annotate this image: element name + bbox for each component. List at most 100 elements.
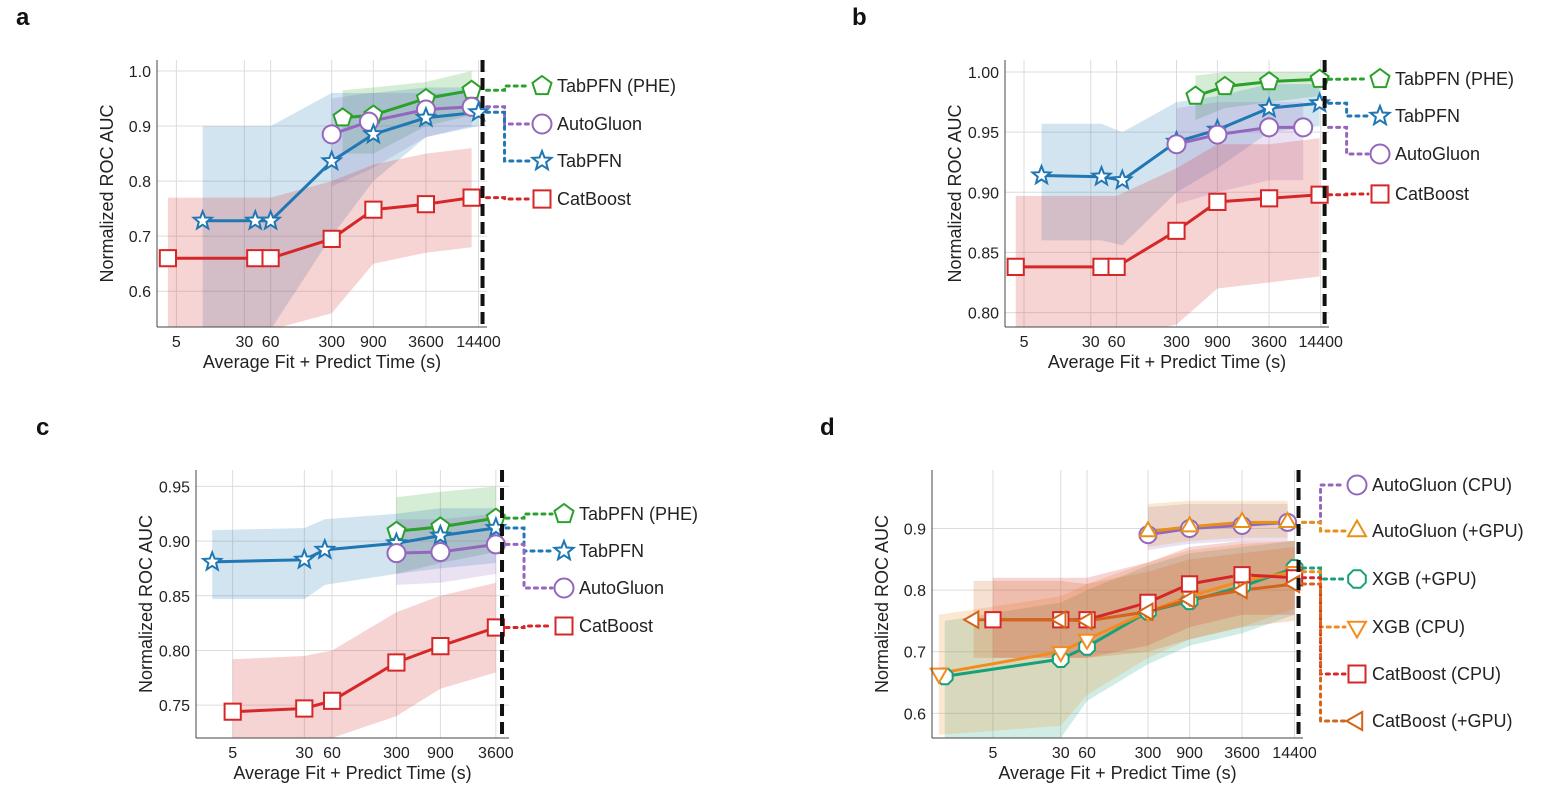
x-axis-label: Average Fit + Predict Time (s) xyxy=(203,352,441,372)
legend-label-autogluon: AutoGluon xyxy=(579,578,664,598)
x-tick-label: 5 xyxy=(228,745,237,762)
marker-catboost-cpu- xyxy=(984,611,1002,629)
legend-marker-catboost-cpu- xyxy=(1347,664,1367,684)
marker-catboost xyxy=(261,249,280,268)
y-axis-label: Normalized ROC AUC xyxy=(97,104,117,282)
y-tick-label: 0.85 xyxy=(159,589,190,606)
line-catboost xyxy=(232,626,497,714)
marker-catboost xyxy=(158,249,177,268)
line-autogluon xyxy=(1176,125,1304,146)
legend-label-catboost-cpu-: CatBoost (CPU) xyxy=(1372,664,1501,684)
legend-connector-tabpfn xyxy=(504,526,554,553)
legend-label-tabpfn-phe-: TabPFN (PHE) xyxy=(557,76,676,96)
marker-catboost xyxy=(295,699,314,718)
legend-connector-tabpfn-phe- xyxy=(504,512,554,520)
marker-catboost xyxy=(431,637,450,656)
marker-autogluon xyxy=(1259,117,1280,138)
x-tick-label: 30 xyxy=(235,334,253,351)
y-tick-label: 0.8 xyxy=(129,174,151,191)
marker-catboost-gpu- xyxy=(962,609,980,630)
panel-c: 0.75 0.80 0.85 0.90 0.95 5 30 60 300 900 3600 Avera… xyxy=(136,470,698,783)
marker-tabpfn xyxy=(466,99,491,123)
y-tick-label: 0.6 xyxy=(129,284,151,301)
legend-label-catboost: CatBoost xyxy=(557,189,631,209)
marker-catboost xyxy=(387,653,406,672)
y-tick-label: 1.0 xyxy=(129,64,151,81)
x-tick-label: 30 xyxy=(1052,745,1070,762)
y-tick-label: 0.7 xyxy=(904,645,926,662)
legend-connector-catboost xyxy=(504,624,554,629)
marker-xgb-cpu- xyxy=(1077,633,1097,651)
legend-marker-autogluon xyxy=(553,577,575,599)
marker-tabpfn xyxy=(259,208,283,231)
marker-tabpfn xyxy=(320,149,344,172)
panel-b: 0.80 0.85 0.90 0.95 1.00 5 30 60 300 900 3600 14400… xyxy=(945,60,1514,372)
legend-label-autogluon-gpu-: AutoGluon (+GPU) xyxy=(1372,521,1524,541)
panel-letter-c: c xyxy=(36,414,50,441)
x-tick-label: 900 xyxy=(1176,745,1203,762)
legend-marker-tabpfn xyxy=(529,148,555,172)
marker-autogluon xyxy=(430,542,451,563)
line-autogluon xyxy=(331,105,472,136)
line-autogluon-gpu- xyxy=(1147,520,1288,534)
legend-connector-autogluon xyxy=(1327,125,1370,156)
x-axis-label: Average Fit + Predict Time (s) xyxy=(998,763,1236,783)
legend-label-tabpfn-phe-: TabPFN (PHE) xyxy=(1395,69,1514,89)
marker-catboost xyxy=(246,249,265,268)
marker-tabpfn xyxy=(292,547,316,570)
legend-label-catboost: CatBoost xyxy=(579,616,653,636)
y-tick-label: 0.7 xyxy=(129,229,151,246)
plot-area xyxy=(196,470,509,738)
y-axis-label: Normalized ROC AUC xyxy=(136,515,156,693)
marker-catboost xyxy=(1208,192,1227,211)
x-tick-label: 30 xyxy=(1082,334,1100,351)
marker-tabpfn-phe- xyxy=(1214,75,1236,96)
band-catboost xyxy=(167,148,472,327)
marker-catboost xyxy=(1167,221,1186,240)
x-tick-label: 900 xyxy=(1204,334,1231,351)
marker-catboost xyxy=(322,229,341,248)
x-tick-label: 5 xyxy=(1020,334,1029,351)
marker-catboost xyxy=(416,195,435,214)
marker-autogluon-gpu- xyxy=(1179,515,1200,533)
x-tick-label: 60 xyxy=(1078,745,1096,762)
band-xgb-cpu- xyxy=(938,540,1295,735)
x-tick-label: 5 xyxy=(172,334,181,351)
marker-tabpfn xyxy=(1029,163,1054,186)
legend-label-autogluon: AutoGluon xyxy=(557,114,642,134)
x-tick-label: 3600 xyxy=(1251,334,1287,351)
legend-marker-tabpfn xyxy=(1367,103,1393,127)
legend-connector-xgb-cpu- xyxy=(1301,570,1347,629)
y-tick-label: 0.9 xyxy=(904,522,926,539)
legend-marker-autogluon-cpu- xyxy=(1346,474,1368,496)
marker-catboost-gpu- xyxy=(1178,589,1196,610)
x-axis-label: Average Fit + Predict Time (s) xyxy=(1048,352,1286,372)
y-tick-label: 0.90 xyxy=(159,534,190,551)
marker-autogluon xyxy=(1166,134,1187,155)
marker-tabpfn xyxy=(414,105,438,128)
marker-tabpfn xyxy=(313,537,337,560)
x-tick-label: 900 xyxy=(427,745,454,762)
legend-label-xgb-cpu-: XGB (CPU) xyxy=(1372,617,1465,637)
marker-tabpfn xyxy=(200,549,224,572)
legend-marker-tabpfn-phe- xyxy=(553,502,575,524)
marker-tabpfn xyxy=(428,523,453,546)
band-tabpfn xyxy=(212,508,496,600)
marker-tabpfn-phe- xyxy=(1258,70,1280,91)
line-tabpfn-phe- xyxy=(342,88,472,120)
legend-label-autogluon-cpu-: AutoGluon (CPU) xyxy=(1372,475,1512,495)
y-tick-label: 1.00 xyxy=(968,65,999,82)
y-axis-label: Normalized ROC AUC xyxy=(872,515,892,693)
x-tick-label: 900 xyxy=(360,334,387,351)
legend-label-tabpfn: TabPFN xyxy=(557,151,622,171)
x-tick-label: 300 xyxy=(318,334,345,351)
marker-catboost-gpu- xyxy=(1136,601,1154,622)
marker-autogluon-gpu- xyxy=(1138,520,1158,538)
marker-tabpfn xyxy=(1257,95,1281,119)
panel-letter-b: b xyxy=(852,4,867,31)
marker-tabpfn-phe- xyxy=(332,107,353,127)
marker-catboost-gpu- xyxy=(1075,611,1093,631)
y-tick-label: 0.8 xyxy=(904,583,926,600)
marker-catboost xyxy=(323,691,342,710)
band-catboost-gpu- xyxy=(973,547,1295,658)
